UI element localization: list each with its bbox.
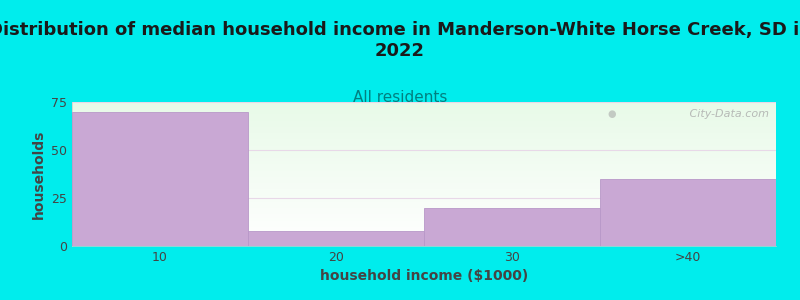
Bar [424,208,600,246]
Text: Distribution of median household income in Manderson-White Horse Creek, SD in
20: Distribution of median household income … [0,21,800,60]
Text: ●: ● [607,109,615,119]
Text: All residents: All residents [353,90,447,105]
X-axis label: household income ($1000): household income ($1000) [320,269,528,284]
Text: City-Data.com: City-Data.com [686,109,769,119]
Bar [72,112,248,246]
Bar [600,179,776,246]
Bar [248,231,424,246]
Y-axis label: households: households [31,129,46,219]
